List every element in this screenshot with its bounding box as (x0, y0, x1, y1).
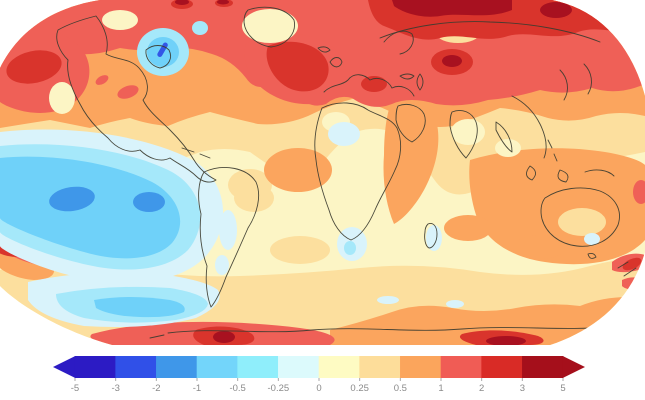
colorbar-tick-label: -0.25 (268, 383, 290, 394)
colorbar-tick-label: -1 (193, 383, 201, 394)
anomaly-darkred-layer (175, 0, 572, 345)
world-anomaly-map (0, 0, 645, 345)
coast-arabia (395, 103, 426, 143)
coast-mediterranean (323, 74, 415, 97)
colorbar-tick-label: -2 (152, 383, 160, 394)
colorbar-tick-label: 0.5 (394, 383, 407, 394)
coast-black-sea (399, 73, 415, 80)
coast-tasmania (587, 252, 597, 259)
neutral-pockets-layer (49, 9, 521, 157)
colorbar-tick-label: 0.25 (350, 383, 369, 394)
coast-greenland (243, 6, 295, 48)
coast-new-zealand (617, 261, 637, 277)
colorbar-segment (318, 356, 360, 378)
colorbar-right-arrow (562, 356, 586, 378)
coast-new-guinea (584, 169, 615, 177)
colorbar-segment (196, 356, 238, 378)
coast-north-america (56, 15, 217, 183)
coast-korea (559, 69, 568, 101)
coast-caribbean (181, 147, 211, 159)
anomaly-blue-layer (0, 21, 600, 327)
colorbar-segment (440, 356, 482, 378)
coast-philippines (547, 139, 558, 162)
colorbar-segment (156, 356, 198, 378)
coast-iceland (317, 46, 331, 53)
colorbar-segment (359, 356, 401, 378)
colorbar-segment (400, 356, 442, 378)
coast-south-america (198, 167, 259, 308)
coast-australia (540, 187, 620, 247)
colorbar-segment (481, 356, 523, 378)
colorbar-segment (522, 356, 564, 378)
colorbar-tick-label: -3 (111, 383, 119, 394)
coast-sulawesi (557, 169, 569, 183)
coast-arctic-russia (379, 21, 601, 43)
coast-india (449, 110, 478, 159)
coast-borneo (526, 165, 536, 181)
coast-caspian-sea (416, 73, 424, 91)
colorbar-tick-label: -0.5 (229, 383, 245, 394)
coast-japan (583, 63, 592, 95)
colorbar-tick-label: 3 (520, 383, 525, 394)
colorbar-segment (278, 356, 320, 378)
coast-china (511, 95, 547, 159)
colorbar-tick-label: 5 (560, 383, 565, 394)
colorbar-segment (74, 356, 116, 378)
coast-madagascar (424, 223, 438, 249)
colorbar: -5 -3 -2 -1 -0.5 -0.25 0 0.25 0.5 1 2 3 5 (53, 356, 586, 394)
colorbar-segment (237, 356, 279, 378)
colorbar-tick-label: 2 (479, 383, 484, 394)
coast-scandinavia (383, 30, 414, 55)
colorbar-left-arrow (53, 356, 76, 378)
colorbar-segment (115, 356, 157, 378)
colorbar-tick-label: 1 (438, 383, 443, 394)
coast-antarctica-west (149, 334, 165, 339)
coast-british-isles (329, 57, 343, 68)
colorbar-tick-label: -5 (71, 383, 79, 394)
coast-africa (314, 102, 402, 241)
coast-hudson-bay (145, 45, 171, 69)
colorbar-tick-label: 0 (316, 383, 321, 394)
anomaly-field (0, 0, 645, 345)
coast-indochina (495, 121, 513, 153)
